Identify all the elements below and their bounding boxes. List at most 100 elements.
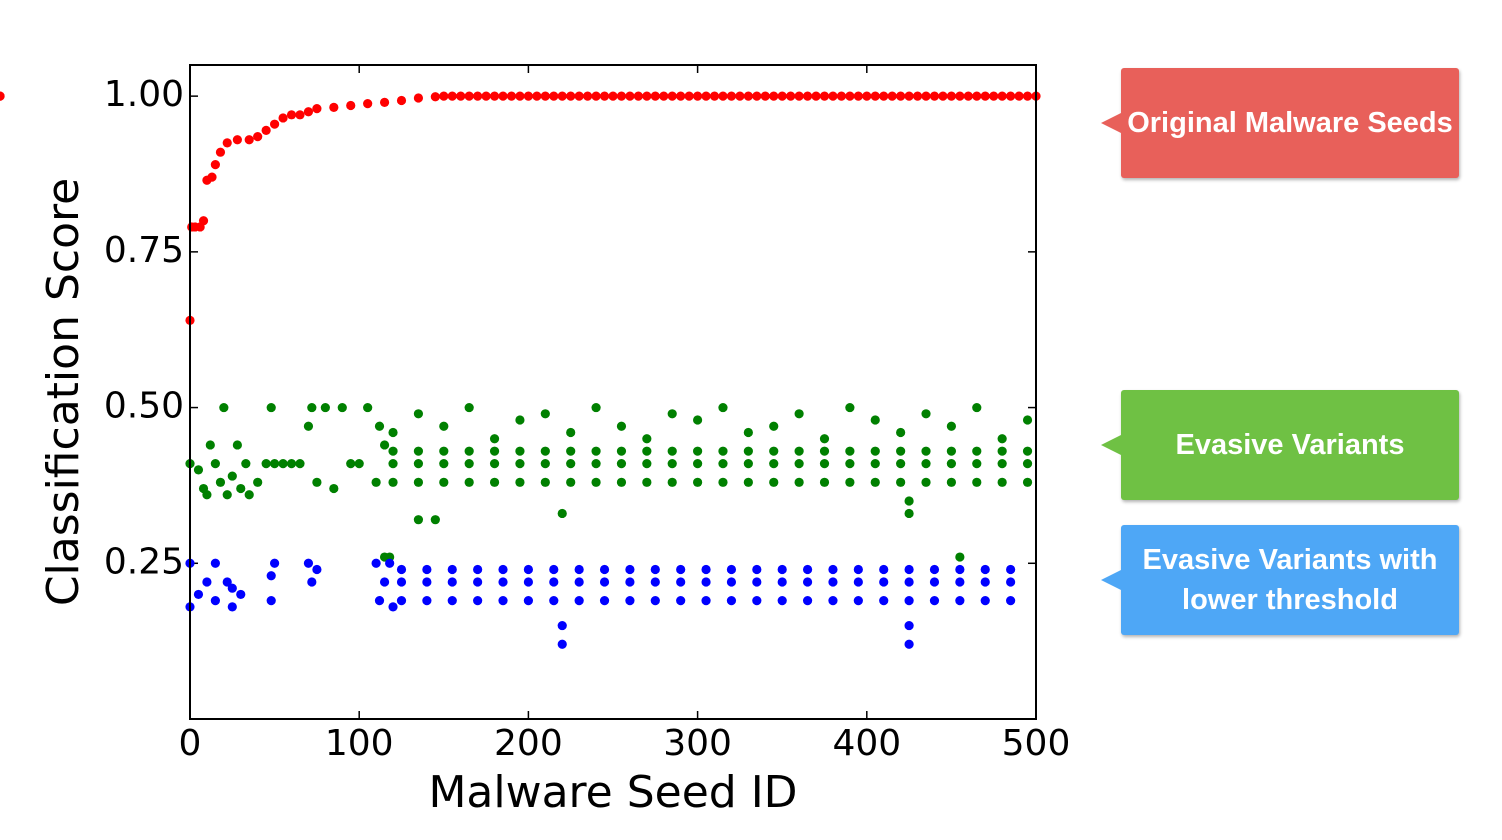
point	[794, 459, 804, 469]
point	[811, 91, 821, 101]
point	[379, 440, 390, 450]
point	[752, 596, 762, 606]
point	[955, 91, 965, 101]
point	[210, 558, 220, 568]
point	[794, 446, 804, 456]
series-callout: Evasive Variants with lower threshold	[1101, 525, 1459, 635]
point	[625, 577, 635, 587]
point	[1006, 564, 1016, 575]
point	[278, 113, 288, 123]
point	[295, 459, 305, 469]
point	[599, 91, 610, 101]
point	[929, 577, 940, 587]
point	[972, 459, 982, 469]
point	[515, 459, 525, 469]
point	[693, 446, 703, 456]
point	[625, 91, 635, 101]
point	[439, 459, 449, 469]
point	[955, 552, 965, 562]
point	[1014, 91, 1024, 101]
point	[473, 564, 483, 575]
point	[270, 558, 280, 568]
point	[413, 459, 424, 469]
point	[422, 596, 432, 606]
point	[244, 135, 254, 145]
point	[769, 91, 779, 101]
point	[515, 446, 525, 456]
point	[515, 91, 525, 101]
y-tick-label: 0.75	[104, 230, 184, 271]
point	[1022, 91, 1033, 101]
point	[896, 427, 906, 438]
point	[794, 409, 804, 419]
point	[430, 92, 440, 102]
point	[972, 402, 982, 413]
point	[870, 415, 880, 425]
x-axis-label: Malware Seed ID	[428, 767, 797, 818]
point	[227, 602, 237, 612]
point	[599, 596, 610, 606]
point	[1022, 477, 1033, 487]
point	[752, 91, 762, 101]
point	[642, 459, 652, 469]
point	[921, 446, 931, 456]
point	[379, 577, 390, 587]
point	[726, 577, 737, 587]
point	[616, 446, 627, 456]
point	[266, 571, 276, 581]
point	[574, 577, 584, 587]
point	[236, 483, 246, 494]
point	[701, 577, 711, 587]
x-tick-label: 400	[832, 723, 901, 764]
point	[286, 459, 297, 469]
point	[802, 91, 813, 101]
point	[642, 434, 652, 444]
point	[270, 459, 280, 469]
point	[205, 440, 215, 450]
point	[413, 515, 424, 525]
point	[904, 596, 914, 606]
point	[574, 91, 584, 101]
point	[489, 434, 500, 444]
point	[329, 483, 339, 494]
y-tick-label: 1.00	[104, 74, 184, 115]
point	[320, 402, 330, 413]
point	[506, 91, 517, 101]
point	[532, 91, 542, 101]
point	[591, 402, 601, 413]
point	[549, 91, 559, 101]
point	[456, 91, 466, 101]
point	[540, 459, 550, 469]
point	[396, 596, 407, 606]
point	[202, 490, 212, 500]
point	[557, 91, 567, 101]
point	[828, 577, 838, 587]
point	[726, 564, 737, 575]
point	[777, 91, 787, 101]
point	[210, 459, 220, 469]
point	[1022, 446, 1033, 456]
point	[879, 577, 889, 587]
point	[946, 477, 957, 487]
series-callout: Evasive Variants	[1101, 390, 1459, 500]
point	[222, 577, 232, 587]
point	[307, 402, 317, 413]
point	[608, 91, 618, 101]
point	[278, 459, 288, 469]
point	[904, 91, 914, 101]
point	[396, 564, 407, 575]
point	[616, 91, 627, 101]
point	[549, 564, 559, 575]
point	[777, 596, 787, 606]
plot-points	[0, 91, 1041, 649]
point	[693, 415, 703, 425]
point	[921, 477, 931, 487]
point	[312, 564, 322, 575]
point	[896, 446, 906, 456]
point	[718, 91, 728, 101]
point	[667, 91, 677, 101]
point	[363, 402, 373, 413]
point	[266, 402, 276, 413]
point	[667, 477, 677, 487]
